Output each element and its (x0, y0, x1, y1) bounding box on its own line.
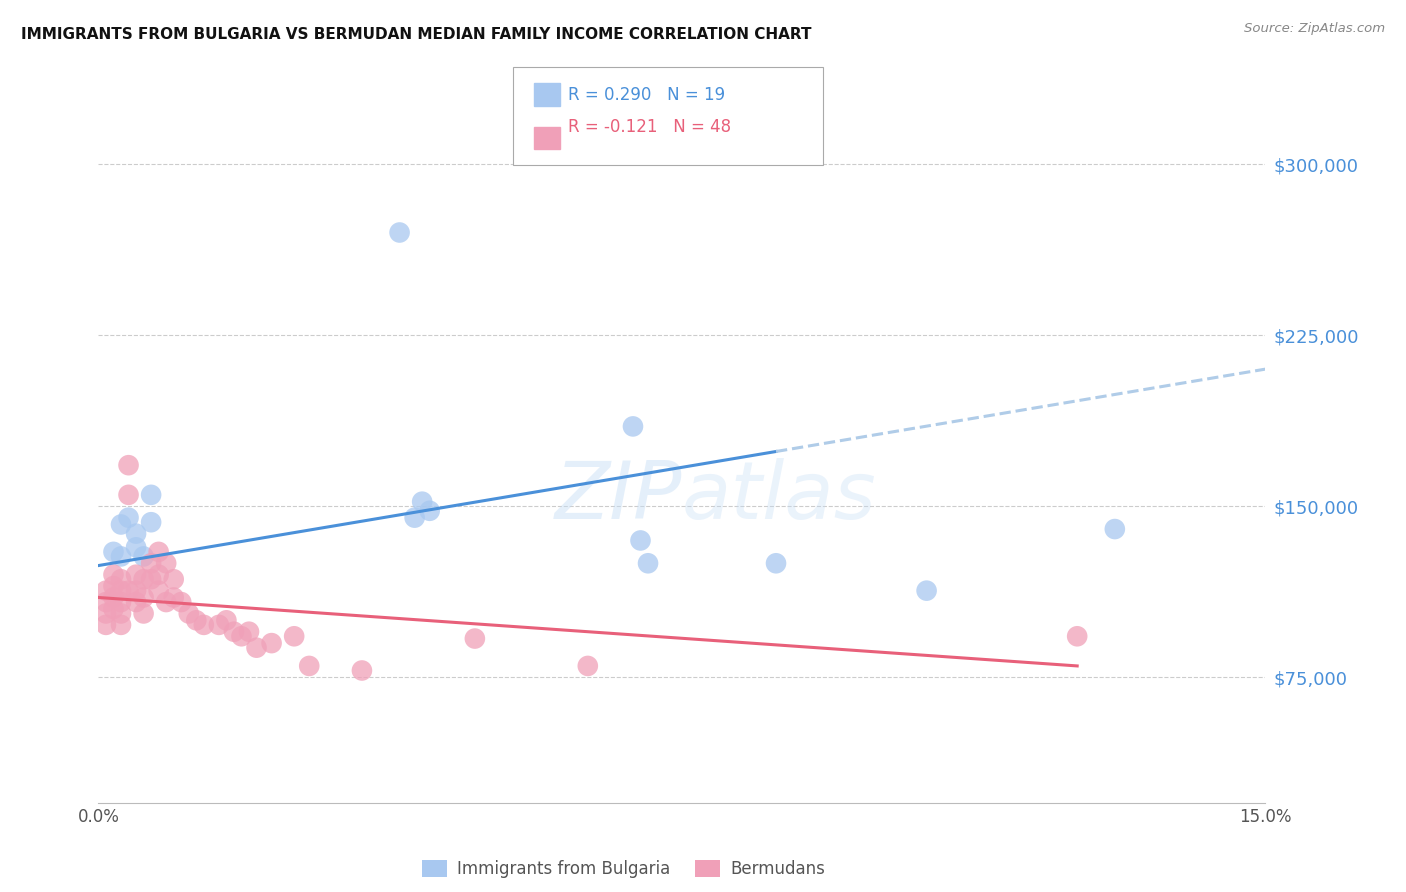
Point (110, 549, 132, 564)
Point (283, 629, 305, 643)
Point (148, 545, 170, 559)
Point (103, 602, 125, 616)
Point (139, 556, 162, 570)
Text: IMMIGRANTS FROM BULGARIA VS BERMUDAN MEDIAN FAMILY INCOME CORRELATION CHART: IMMIGRANTS FROM BULGARIA VS BERMUDAN MED… (21, 27, 811, 42)
Point (110, 595, 132, 609)
Point (238, 624, 260, 639)
Point (576, 659, 599, 673)
Point (404, 510, 426, 524)
Point (350, 664, 373, 678)
Point (94, 595, 117, 609)
Text: Source: ZipAtlas.com: Source: ZipAtlas.com (1244, 22, 1385, 36)
Point (103, 567, 125, 582)
Text: ZIP: ZIP (554, 458, 682, 536)
Point (464, 632, 486, 646)
Point (139, 572, 162, 586)
Point (630, 533, 652, 548)
Point (132, 572, 155, 586)
Point (163, 572, 186, 586)
Point (110, 583, 132, 598)
Point (110, 607, 132, 621)
Point (148, 567, 170, 582)
Point (155, 595, 177, 609)
Point (103, 545, 125, 559)
Text: R = -0.121   N = 48: R = -0.121 N = 48 (568, 118, 731, 136)
Point (139, 515, 162, 529)
Point (117, 583, 139, 598)
Point (163, 591, 186, 605)
Point (298, 659, 321, 673)
Point (94, 607, 117, 621)
Point (148, 583, 170, 598)
Point (132, 549, 155, 564)
Legend: Immigrants from Bulgaria, Bermudans: Immigrants from Bulgaria, Bermudans (415, 854, 832, 885)
Point (208, 618, 231, 632)
Point (125, 583, 148, 598)
Point (117, 488, 139, 502)
Point (110, 618, 132, 632)
Point (94, 618, 117, 632)
Point (139, 488, 162, 502)
Point (117, 458, 139, 473)
Point (125, 567, 148, 582)
Point (1066, 629, 1088, 643)
Point (411, 494, 433, 508)
Point (222, 624, 245, 639)
Text: atlas: atlas (682, 458, 877, 536)
Point (193, 618, 215, 632)
Point (1104, 522, 1126, 536)
Point (245, 640, 267, 655)
Point (170, 595, 193, 609)
Point (94, 583, 117, 598)
Point (186, 613, 208, 627)
Point (125, 595, 148, 609)
Point (637, 556, 659, 570)
Point (155, 556, 177, 570)
Point (117, 510, 139, 524)
Point (132, 591, 155, 605)
Point (215, 613, 238, 627)
Point (388, 226, 411, 240)
Text: R = 0.290   N = 19: R = 0.290 N = 19 (568, 86, 725, 103)
Point (621, 419, 644, 434)
Point (103, 591, 125, 605)
Point (132, 607, 155, 621)
Point (231, 629, 253, 643)
Point (103, 579, 125, 593)
Point (110, 572, 132, 586)
Point (177, 607, 200, 621)
Point (110, 517, 132, 532)
Point (419, 504, 441, 518)
Point (125, 541, 148, 555)
Point (915, 583, 938, 598)
Point (125, 526, 148, 541)
Point (260, 636, 283, 650)
Point (765, 556, 787, 570)
